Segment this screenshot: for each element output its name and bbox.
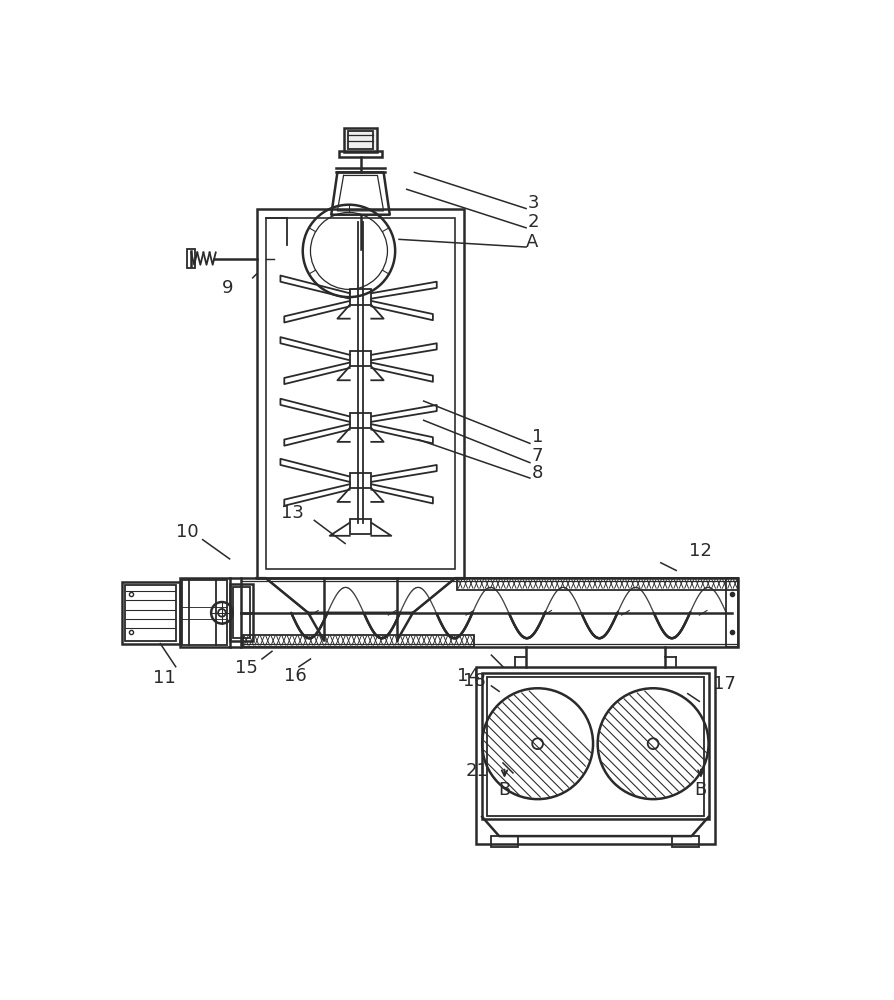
Text: A: A [526, 233, 538, 251]
Text: 17: 17 [712, 675, 735, 693]
Text: 3: 3 [527, 194, 539, 212]
Circle shape [647, 738, 658, 749]
Bar [350, 351, 371, 366]
Bar [348, 131, 373, 149]
Text: 14: 14 [456, 667, 479, 685]
Text: 21: 21 [466, 762, 488, 780]
Text: 16: 16 [283, 667, 306, 685]
Bar [491, 836, 518, 847]
Bar [482, 673, 708, 819]
Text: 18: 18 [462, 672, 485, 690]
Text: 1: 1 [531, 428, 543, 446]
Bar [181, 580, 227, 645]
Bar [240, 578, 737, 647]
Bar [476, 667, 714, 844]
Text: 11: 11 [153, 669, 175, 687]
Bar [180, 578, 230, 647]
Bar [266, 218, 455, 569]
Bar [350, 473, 371, 488]
Bar [350, 519, 371, 534]
Bar [242, 635, 473, 647]
Text: B: B [498, 781, 510, 799]
Bar [339, 151, 382, 157]
Text: 15: 15 [235, 659, 257, 677]
Bar [350, 289, 371, 305]
Bar [343, 128, 377, 152]
Text: 9: 9 [222, 279, 233, 297]
Text: 7: 7 [531, 447, 543, 465]
Bar [725, 578, 737, 647]
Text: 10: 10 [176, 523, 198, 541]
Text: 13: 13 [281, 504, 304, 522]
Bar [456, 578, 737, 590]
Bar [232, 587, 249, 638]
Text: 2: 2 [527, 213, 539, 231]
Text: B: B [694, 781, 706, 799]
Bar [671, 836, 698, 847]
Bar [122, 582, 180, 644]
Text: 8: 8 [531, 464, 543, 482]
Circle shape [532, 738, 543, 749]
Bar [350, 413, 371, 428]
Text: 12: 12 [688, 542, 712, 560]
Bar [486, 677, 704, 816]
Bar [125, 585, 176, 641]
Bar [187, 249, 195, 268]
Bar [257, 209, 464, 578]
Bar [230, 584, 252, 641]
